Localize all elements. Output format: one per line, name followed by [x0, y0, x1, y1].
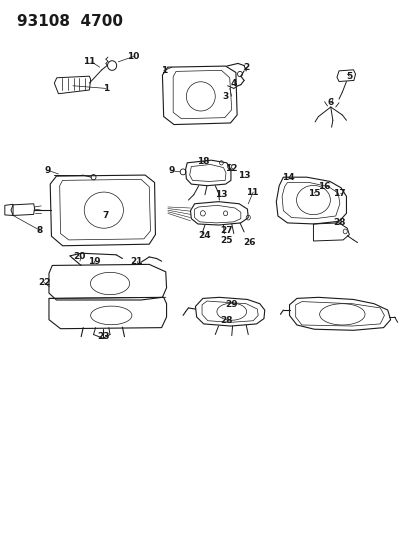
Text: 24: 24: [198, 231, 211, 240]
Text: 25: 25: [220, 237, 233, 246]
Text: 29: 29: [225, 300, 237, 309]
Text: 1: 1: [160, 67, 166, 75]
Text: 18: 18: [196, 157, 209, 166]
Text: 20: 20: [73, 253, 85, 261]
Text: 14: 14: [282, 173, 294, 182]
Text: 7: 7: [102, 212, 109, 221]
Text: 28: 28: [332, 219, 344, 228]
Text: 10: 10: [126, 52, 139, 61]
Text: 12: 12: [225, 164, 237, 173]
Text: 19: 19: [88, 257, 101, 265]
Text: 4: 4: [230, 78, 236, 87]
Text: 8: 8: [37, 226, 43, 235]
Text: 6: 6: [327, 98, 333, 107]
Text: 15: 15: [307, 189, 320, 198]
Text: 23: 23: [97, 332, 109, 341]
Text: 2: 2: [242, 63, 249, 71]
Text: 13: 13: [237, 171, 250, 180]
Text: 5: 5: [345, 71, 351, 80]
Text: 28: 28: [220, 316, 233, 325]
Text: 22: 22: [38, 278, 50, 287]
Text: 21: 21: [130, 257, 143, 265]
Text: 1: 1: [102, 84, 109, 93]
Text: 9: 9: [169, 166, 175, 175]
Text: 26: 26: [242, 238, 255, 247]
Text: 16: 16: [318, 182, 330, 191]
Text: 93108  4700: 93108 4700: [17, 14, 123, 29]
Text: 13: 13: [215, 190, 227, 199]
Text: 17: 17: [332, 189, 344, 198]
Text: 11: 11: [83, 58, 95, 66]
Text: 27: 27: [220, 226, 233, 235]
Text: 3: 3: [222, 92, 228, 101]
Text: 9: 9: [45, 166, 51, 175]
Text: 11: 11: [246, 188, 258, 197]
